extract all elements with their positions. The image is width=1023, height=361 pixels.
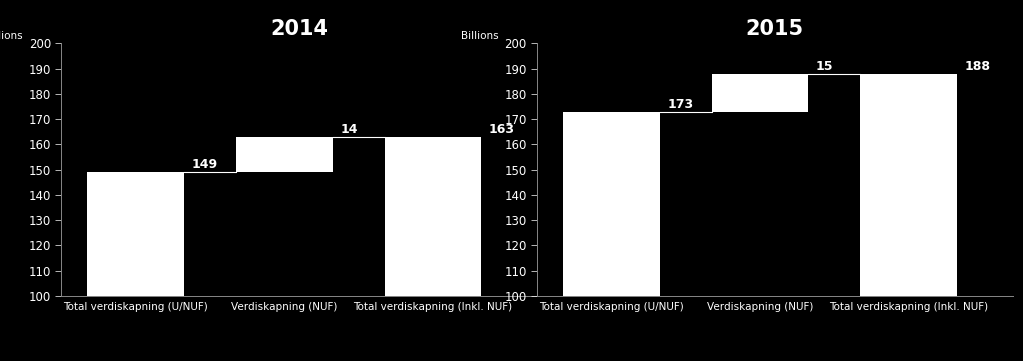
Bar: [712, 74, 808, 112]
Text: 163: 163: [489, 123, 515, 136]
Text: 188: 188: [965, 60, 990, 73]
Title: 2014: 2014: [270, 19, 328, 39]
Bar: [87, 172, 184, 296]
Y-axis label: Billions: Billions: [0, 31, 24, 41]
Title: 2015: 2015: [746, 19, 804, 39]
Text: 14: 14: [340, 123, 358, 136]
Text: 15: 15: [815, 60, 834, 73]
Y-axis label: Billions: Billions: [461, 31, 499, 41]
Bar: [236, 137, 332, 172]
Text: 173: 173: [667, 98, 694, 111]
Text: 149: 149: [191, 158, 218, 171]
Bar: [385, 137, 482, 296]
Bar: [563, 112, 660, 296]
Bar: [860, 74, 958, 296]
